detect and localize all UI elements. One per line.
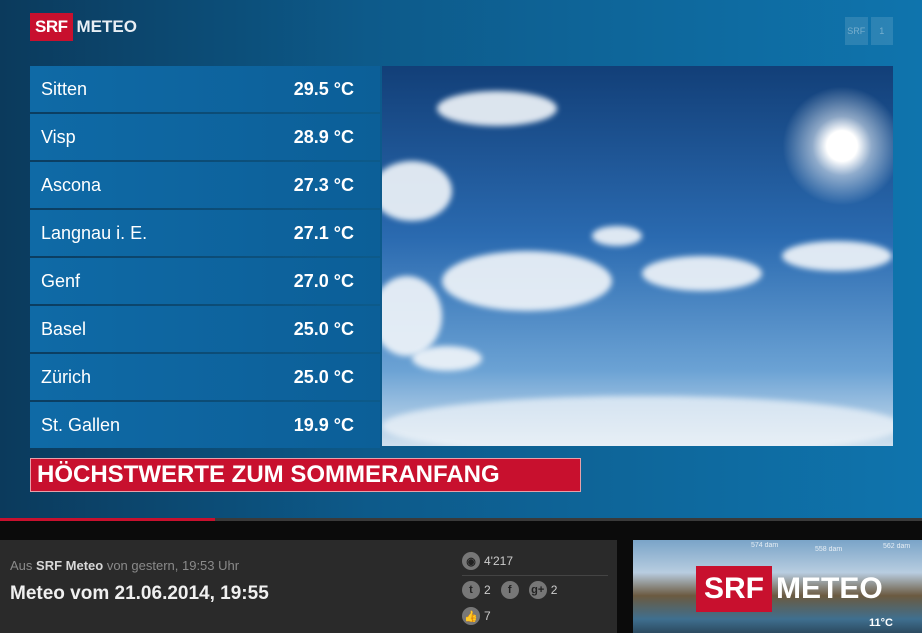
temperature-value: 19.9 °C xyxy=(293,414,354,435)
city-name: Visp xyxy=(41,126,76,147)
publish-time: von gestern, 19:53 Uhr xyxy=(106,558,240,573)
table-row: Langnau i. E. 27.1 °C xyxy=(30,210,380,256)
facebook-icon[interactable]: f xyxy=(500,581,519,599)
cloud xyxy=(442,251,612,311)
channel-number: 1 xyxy=(870,17,893,45)
temperature-table: Sitten 29.5 °C Visp 28.9 °C Ascona 27.3 °C Lan… xyxy=(30,66,380,450)
cloud xyxy=(437,91,557,126)
gplus-count: 2 xyxy=(550,583,558,597)
city-name: Sitten xyxy=(41,78,88,99)
twitter-icon[interactable]: t xyxy=(462,581,480,599)
city-name: Ascona xyxy=(41,174,102,195)
eye-icon: ◉ xyxy=(462,552,480,570)
thumb-label: 574 dam xyxy=(751,542,779,549)
cloud xyxy=(592,226,642,246)
table-row: Basel 25.0 °C xyxy=(30,306,380,352)
cloud xyxy=(642,256,762,291)
city-name: Langnau i. E. xyxy=(41,222,148,243)
cloud xyxy=(412,346,482,371)
temperature-value: 27.1 °C xyxy=(293,222,354,243)
cloud xyxy=(382,276,442,356)
table-row: Sitten 29.5 °C xyxy=(30,66,380,112)
source-link[interactable]: SRF Meteo xyxy=(36,558,104,573)
cloud xyxy=(382,161,452,221)
thumb-label: 562 dam xyxy=(883,543,911,550)
twitter-count: 2 xyxy=(484,583,491,597)
temperature-value: 28.9 °C xyxy=(293,126,354,147)
thumb-logo: SRF METEO xyxy=(696,566,883,612)
divider xyxy=(462,575,608,576)
video-player[interactable]: SRF METEO SRF 1 Sitten 29.5 °C Visp 28.9 °C… xyxy=(0,0,922,518)
thumb-logo-srf: SRF xyxy=(696,566,772,612)
video-title: Meteo vom 21.06.2014, 19:55 xyxy=(10,583,269,604)
related-video-thumbnail[interactable]: 574 dam 558 dam 562 dam 11°C SRF METEO xyxy=(633,540,922,633)
sky-image xyxy=(382,66,893,446)
progress-fill xyxy=(0,518,215,521)
cloud xyxy=(382,396,893,446)
thumb-temperature-label: 11°C xyxy=(869,617,893,629)
thumb-logo-meteo: METEO xyxy=(776,572,883,605)
video-info-panel: Aus SRF Meteo von gestern, 19:53 Uhr Met… xyxy=(0,540,617,633)
table-row: Genf 27.0 °C xyxy=(30,258,380,304)
source-line: Aus SRF Meteo von gestern, 19:53 Uhr xyxy=(10,558,239,573)
table-row: Visp 28.9 °C xyxy=(30,114,380,160)
thumbs-up-icon[interactable]: 👍 xyxy=(462,607,480,625)
source-prefix: Aus xyxy=(10,558,33,573)
srf1-channel-logo: SRF 1 xyxy=(845,17,893,45)
temperature-value: 25.0 °C xyxy=(293,366,354,387)
sun-image xyxy=(782,86,893,206)
table-row: Ascona 27.3 °C xyxy=(30,162,380,208)
cloud xyxy=(782,241,892,271)
view-count: 4'217 xyxy=(484,554,513,568)
video-progress-bar[interactable] xyxy=(0,518,922,521)
headline-banner: HÖCHSTWERTE ZUM SOMMERANFANG xyxy=(30,458,581,492)
city-name: Genf xyxy=(41,270,81,291)
srf-meteo-logo: SRF METEO xyxy=(30,12,137,42)
temperature-value: 27.0 °C xyxy=(293,270,354,291)
city-name: Basel xyxy=(41,318,87,339)
temperature-value: 29.5 °C xyxy=(293,78,354,99)
logo-meteo: METEO xyxy=(76,17,137,36)
city-name: St. Gallen xyxy=(41,414,121,435)
google-plus-icon[interactable]: g+ xyxy=(528,581,547,599)
temperature-value: 27.3 °C xyxy=(293,174,354,195)
thumb-label: 558 dam xyxy=(815,546,843,553)
like-count: 7 xyxy=(484,609,491,623)
table-row: Zürich 25.0 °C xyxy=(30,354,380,400)
table-row: St. Gallen 19.9 °C xyxy=(30,402,380,448)
logo-srf: SRF xyxy=(30,13,73,41)
channel-srf: SRF xyxy=(845,17,868,45)
temperature-value: 25.0 °C xyxy=(293,318,354,339)
city-name: Zürich xyxy=(41,366,92,387)
